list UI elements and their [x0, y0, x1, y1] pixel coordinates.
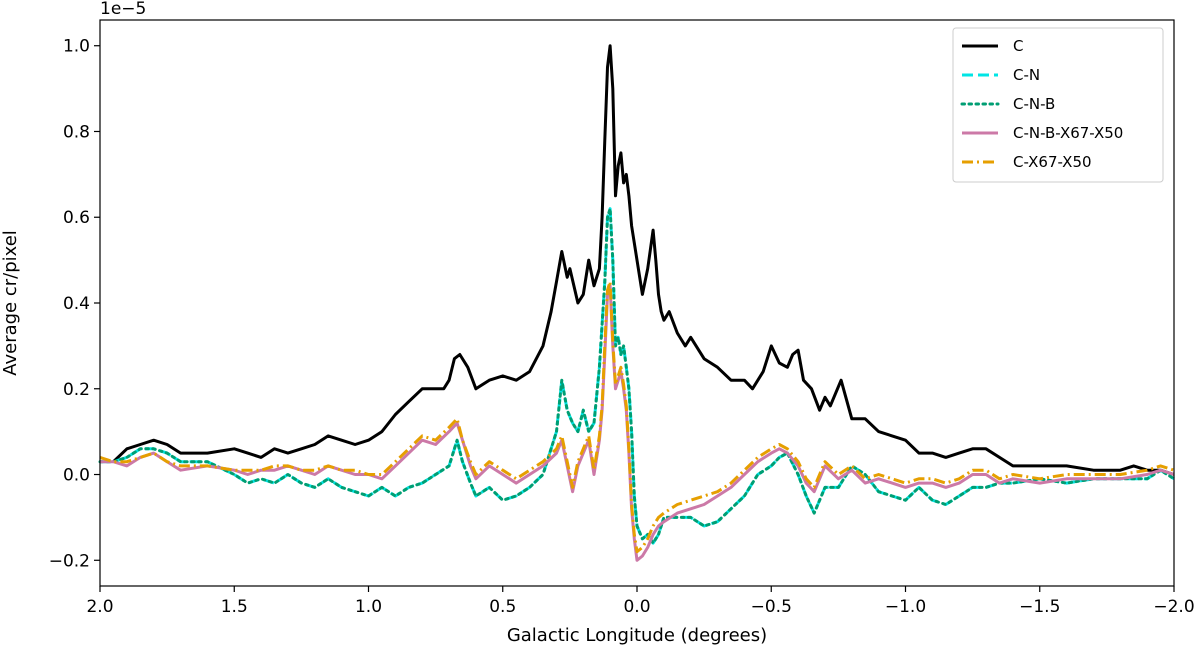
legend-label: C-N-B	[1013, 95, 1055, 113]
series-line-c-n-b-x67-x50	[100, 284, 1175, 562]
x-tick-label: 0.5	[489, 597, 516, 617]
x-tick-label: 1.0	[355, 597, 382, 617]
x-tick-label: 1.5	[221, 597, 248, 617]
x-tick-label: −1.5	[1019, 597, 1060, 617]
legend-label: C	[1013, 37, 1023, 55]
y-axis: −0.2 0.0 0.2 0.4 0.6 0.8 1.0	[49, 37, 100, 571]
y-axis-label: Average cr/pixel	[0, 230, 21, 376]
y-tick-label: 0.6	[63, 208, 90, 228]
y-offset-label: 1e−5	[100, 0, 146, 19]
series-layer	[98, 44, 1176, 562]
series-line-c	[112, 44, 1175, 476]
legend: C C-N C-N-B C-N-B-X67-X50 C-X67-X50	[952, 27, 1164, 183]
y-tick-label: 0.0	[63, 466, 90, 486]
y-tick-label: 1.0	[63, 37, 90, 57]
legend-label: C-N	[1013, 66, 1040, 84]
y-tick-label: 0.4	[63, 294, 90, 314]
x-tick-label: −2.0	[1153, 597, 1194, 617]
x-tick-label: 0.0	[623, 597, 650, 617]
legend-box	[952, 27, 1164, 183]
x-tick-label: 2.0	[86, 597, 113, 617]
y-tick-label: −0.2	[49, 551, 90, 571]
x-tick-label: −1.0	[885, 597, 926, 617]
y-tick-label: 0.8	[63, 122, 90, 142]
x-tick-label: −0.5	[751, 597, 792, 617]
series-line-c-n-b	[98, 207, 1176, 545]
legend-label: C-X67-X50	[1013, 153, 1092, 171]
y-tick-label: 0.2	[63, 380, 90, 400]
x-axis: 2.0 1.5 1.0 0.5 0.0 −0.5 −1.0 −1.5 −2.0	[86, 586, 1195, 617]
x-axis-label: Galactic Longitude (degrees)	[507, 625, 767, 646]
legend-label: C-N-B-X67-X50	[1013, 124, 1123, 142]
